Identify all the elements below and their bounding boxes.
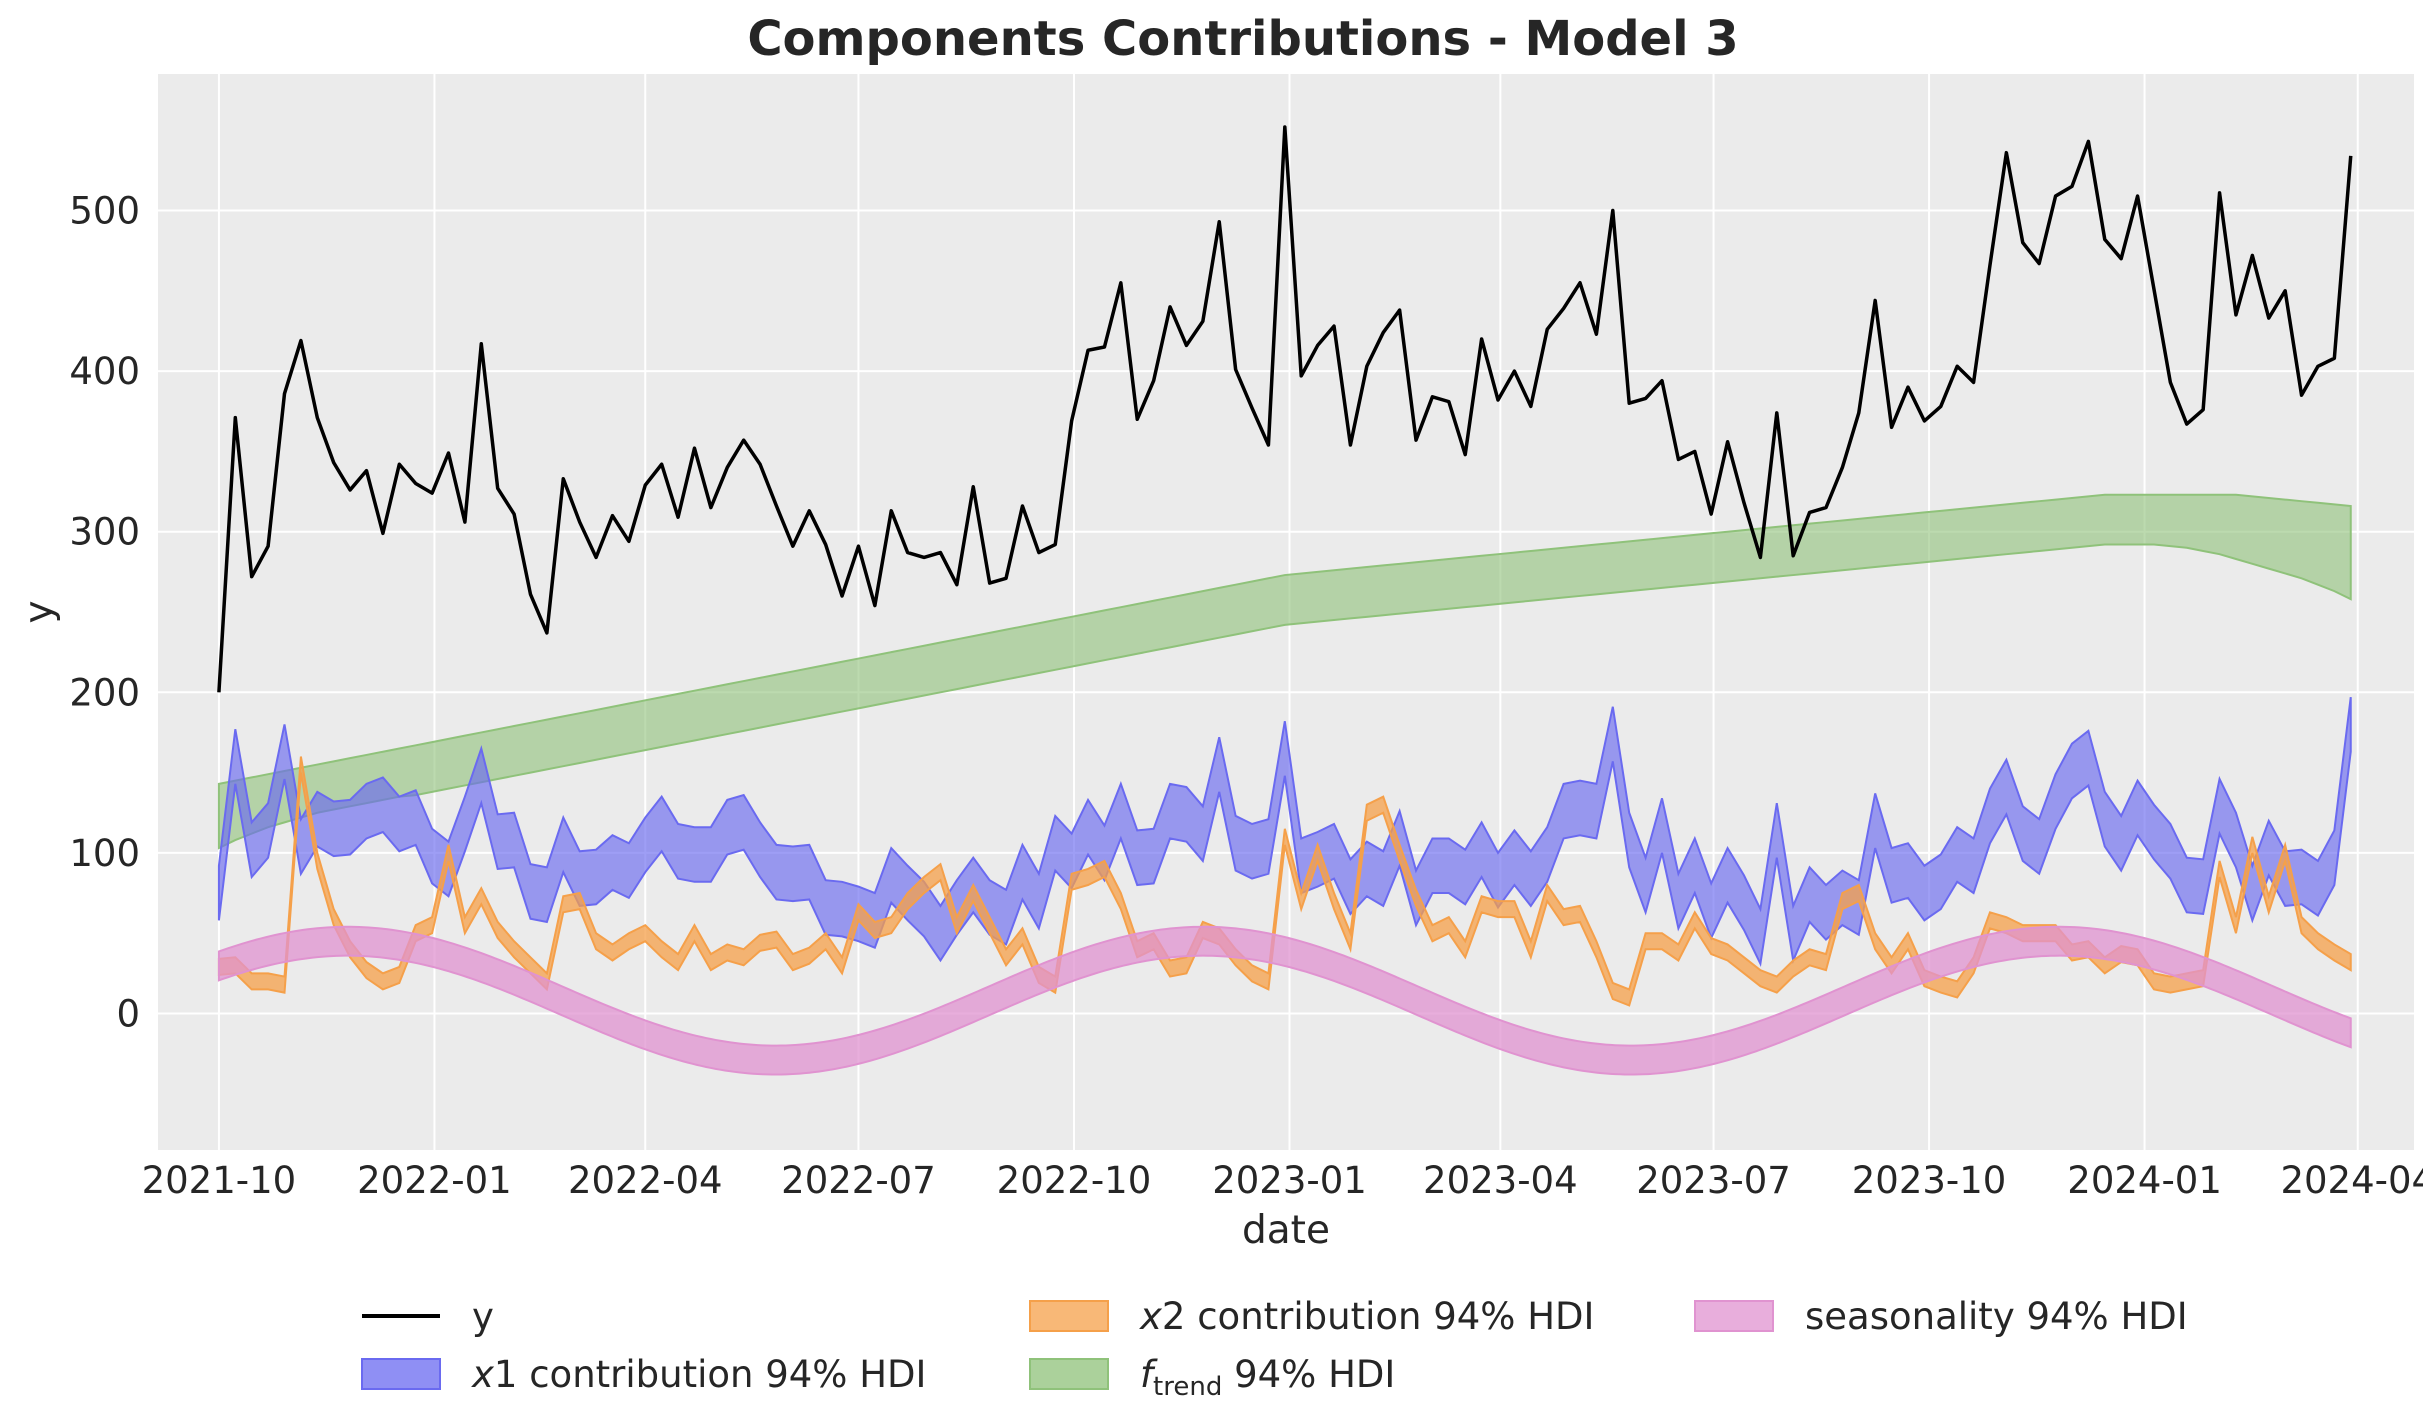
x-tick-label: 2023-07 [1636,1159,1791,1202]
legend-label: x2 contribution 94% HDI [1139,1295,1594,1338]
x-tick-label: 2023-04 [1423,1159,1578,1202]
x-axis-label: date [1242,1208,1330,1253]
bands [217,493,2352,1076]
legend-item-trend: ftrend 94% HDI [1029,1353,1395,1402]
x-tick-label: 2023-01 [1212,1159,1367,1202]
y-tick-label: 300 [69,511,140,554]
legend-swatch [361,1358,441,1390]
y-tick-labels: 0 100 200 300 400 500 [69,190,140,1036]
legend-swatch [1029,1358,1109,1390]
chart-title: Components Contributions - Model 3 [747,11,1738,67]
x-tick-label: 2023-10 [1852,1159,2007,1202]
legend-label: seasonality 94% HDI [1805,1295,2188,1338]
x-tick-label: 2022-07 [781,1159,936,1202]
y-tick-label: 500 [69,190,140,233]
legend-item-season: seasonality 94% HDI [1694,1295,2188,1338]
legend-item-x2: x2 contribution 94% HDI [1029,1295,1594,1338]
legend-swatch [1029,1300,1109,1332]
x-tick-label: 2024-04 [2280,1159,2423,1202]
legend-label: ftrend 94% HDI [1140,1353,1395,1402]
y-tick-label: 100 [69,832,140,875]
legend-label: y [472,1295,494,1338]
y-axis-label: y [17,600,62,623]
legend: y x2 contribution 94% HDI seasonality 94% … [361,1295,2188,1402]
x-tick-label: 2022-04 [568,1159,723,1202]
y-tick-label: 400 [69,350,140,393]
x-tick-label: 2022-01 [357,1159,512,1202]
seasonality-hdi-band [217,925,2352,1076]
y-tick-label: 200 [69,671,140,714]
legend-item-y: y [362,1295,494,1338]
x-tick-labels: 2021-10 2022-01 2022-04 2022-07 2022-10 2023-… [142,1159,2423,1202]
y-tick-label: 0 [116,992,140,1035]
x2-hdi-band [217,756,2352,1007]
x-tick-label: 2022-10 [997,1159,1152,1202]
x-tick-label: 2021-10 [142,1159,297,1202]
lines [217,125,2353,693]
trend-hdi-band [217,493,2352,850]
legend-label: x1 contribution 94% HDI [471,1353,926,1396]
y-series-line [217,125,2353,693]
x-tick-label: 2024-01 [2067,1159,2222,1202]
x1-hdi-band [217,696,2352,968]
legend-item-x1: x1 contribution 94% HDI [361,1353,926,1396]
legend-swatch [1694,1300,1774,1332]
